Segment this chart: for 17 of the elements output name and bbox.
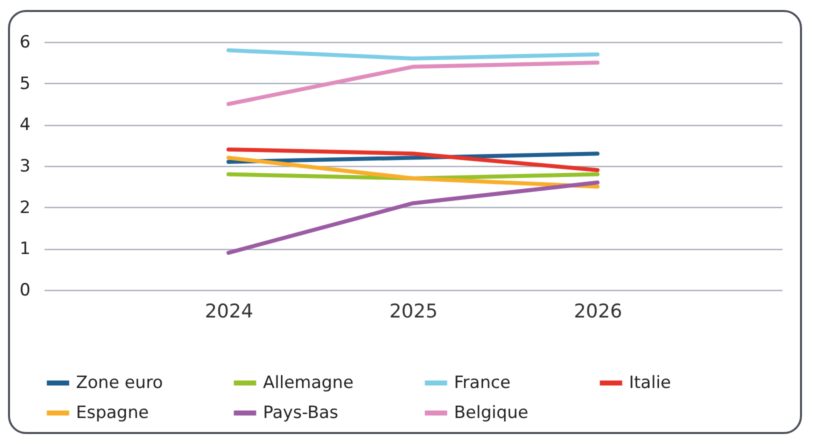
legend-label: Pays-Bas <box>263 403 338 423</box>
legend-label: Belgique <box>454 403 528 423</box>
legend-label: Italie <box>629 373 672 393</box>
legend-label: Espagne <box>76 403 149 423</box>
legend-label: Zone euro <box>76 373 163 393</box>
x-tick-label: 2024 <box>204 300 254 322</box>
y-tick-label: 1 <box>20 239 30 260</box>
legend-label: Allemagne <box>263 373 354 393</box>
y-tick-label: 0 <box>20 280 30 300</box>
y-tick-label: 5 <box>20 74 30 94</box>
y-tick-label: 4 <box>20 115 30 136</box>
legend-label: France <box>454 373 511 393</box>
y-tick-label: 6 <box>20 32 30 52</box>
y-tick-label: 2 <box>20 198 30 218</box>
y-tick-label: 3 <box>20 156 30 176</box>
x-tick-label: 2026 <box>574 300 622 322</box>
x-tick-label: 2025 <box>389 300 438 322</box>
